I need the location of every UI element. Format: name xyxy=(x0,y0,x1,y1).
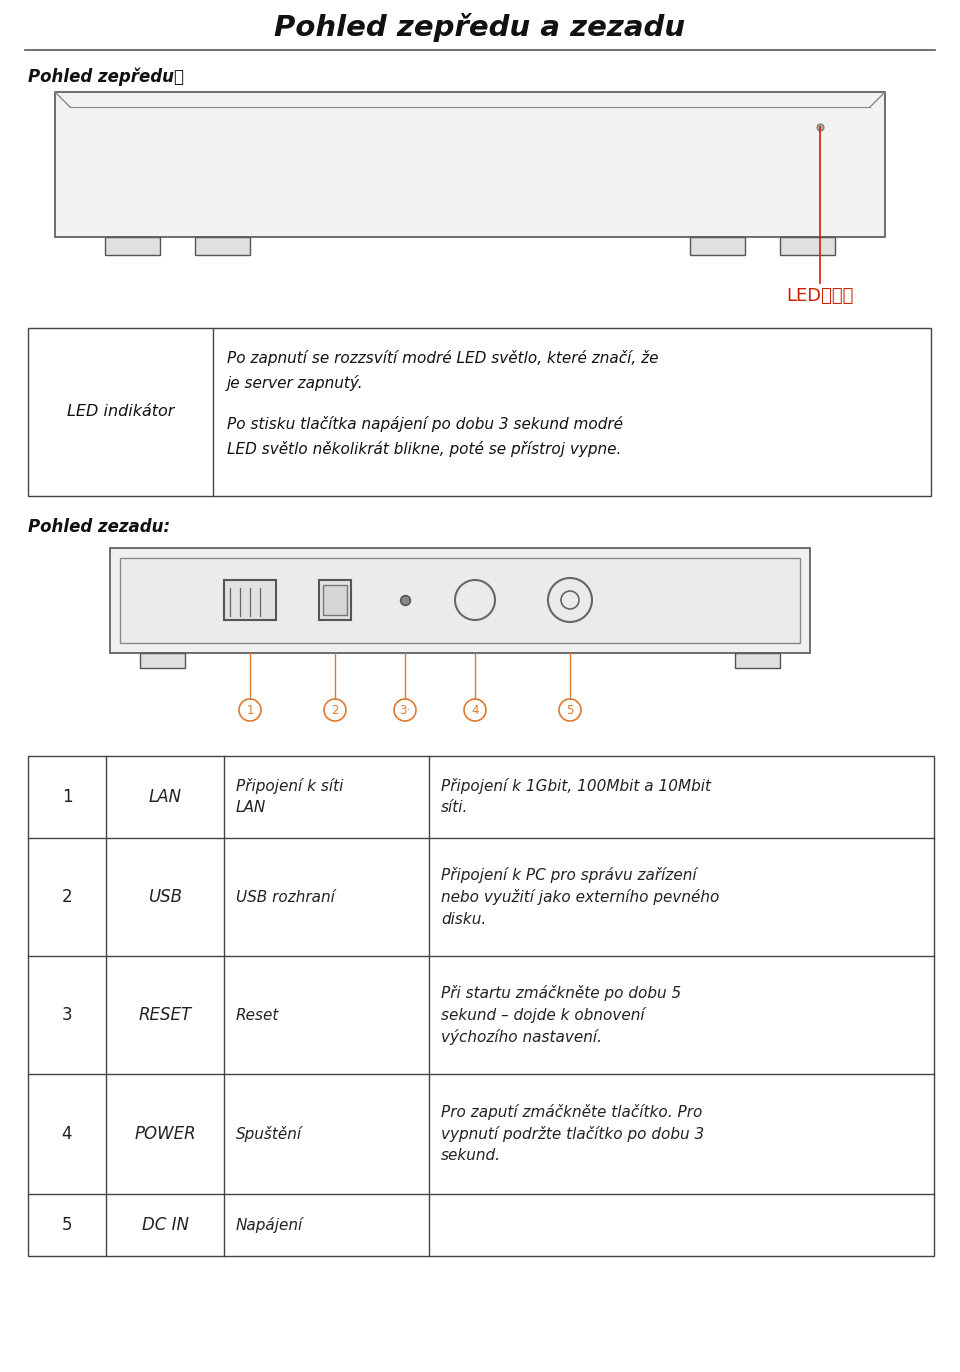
Text: Po zapnutí se rozzsvítí modré LED světlo, které značí, že: Po zapnutí se rozzsvítí modré LED světlo… xyxy=(227,350,659,366)
Bar xyxy=(140,653,185,668)
Text: 5: 5 xyxy=(566,704,574,716)
Text: LAN: LAN xyxy=(149,788,181,805)
Text: 2: 2 xyxy=(61,888,72,906)
Text: Po stisku tlačítka napájení po dobu 3 sekund modré: Po stisku tlačítka napájení po dobu 3 se… xyxy=(227,416,623,432)
Bar xyxy=(323,584,347,615)
Text: nebo využití jako externího pevného: nebo využití jako externího pevného xyxy=(441,889,719,906)
Text: USB: USB xyxy=(148,888,182,906)
Text: LED světlo několikrát blikne, poté se přístroj vypne.: LED světlo několikrát blikne, poté se př… xyxy=(227,440,621,457)
Text: 3·: 3· xyxy=(399,704,411,716)
Text: LAN: LAN xyxy=(236,800,266,815)
Text: disku.: disku. xyxy=(441,911,487,926)
Text: Pohled zepředu：: Pohled zepředu： xyxy=(28,69,184,86)
Bar xyxy=(690,237,745,255)
Text: 5: 5 xyxy=(61,1216,72,1233)
Text: Pohled zepředu a zezadu: Pohled zepředu a zezadu xyxy=(275,14,685,43)
Text: je server zapnutý.: je server zapnutý. xyxy=(227,375,364,391)
Text: 1: 1 xyxy=(61,788,72,805)
Text: Pohled zezadu:: Pohled zezadu: xyxy=(28,519,170,536)
Bar xyxy=(55,92,885,237)
Text: sekund – dojde k obnovení: sekund – dojde k obnovení xyxy=(441,1007,644,1024)
Text: Připojení k PC pro správu zařízení: Připojení k PC pro správu zařízení xyxy=(441,867,697,884)
Text: Připojení k síti: Připojení k síti xyxy=(236,778,344,794)
Text: výchozího nastavení.: výchozího nastavení. xyxy=(441,1029,602,1045)
Bar xyxy=(28,756,934,1255)
Text: LED指示灯: LED指示灯 xyxy=(786,287,853,305)
Text: POWER: POWER xyxy=(134,1125,196,1143)
Bar xyxy=(735,653,780,668)
Text: Napájení: Napájení xyxy=(236,1217,303,1233)
Text: LED indikátor: LED indikátor xyxy=(67,405,174,420)
Text: USB rozhraní: USB rozhraní xyxy=(236,889,335,904)
Text: vypnutí podržte tlačítko po dobu 3: vypnutí podržte tlačítko po dobu 3 xyxy=(441,1126,705,1142)
Text: 3: 3 xyxy=(61,1006,72,1024)
Bar xyxy=(195,237,250,255)
Bar xyxy=(780,237,835,255)
Text: RESET: RESET xyxy=(138,1006,192,1024)
Text: DC IN: DC IN xyxy=(141,1216,188,1233)
Text: 2: 2 xyxy=(331,704,339,716)
Bar xyxy=(105,237,160,255)
Text: 4: 4 xyxy=(61,1125,72,1143)
Text: sekund.: sekund. xyxy=(441,1148,501,1163)
Bar xyxy=(319,580,351,620)
Text: Pro zaputí zmáčkněte tlačítko. Pro: Pro zaputí zmáčkněte tlačítko. Pro xyxy=(441,1104,703,1120)
Text: Při startu zmáčkněte po dobu 5: Při startu zmáčkněte po dobu 5 xyxy=(441,985,682,1002)
Text: Spuštění: Spuštění xyxy=(236,1126,302,1142)
Bar xyxy=(224,580,276,620)
Bar xyxy=(110,547,810,653)
Text: 1: 1 xyxy=(247,704,253,716)
Bar xyxy=(28,328,931,497)
Text: síti.: síti. xyxy=(441,800,468,815)
Text: Reset: Reset xyxy=(236,1007,279,1022)
Text: 4: 4 xyxy=(471,704,479,716)
Text: Připojení k 1Gbit, 100Mbit a 10Mbit: Připojení k 1Gbit, 100Mbit a 10Mbit xyxy=(441,778,711,794)
Bar xyxy=(120,558,800,643)
